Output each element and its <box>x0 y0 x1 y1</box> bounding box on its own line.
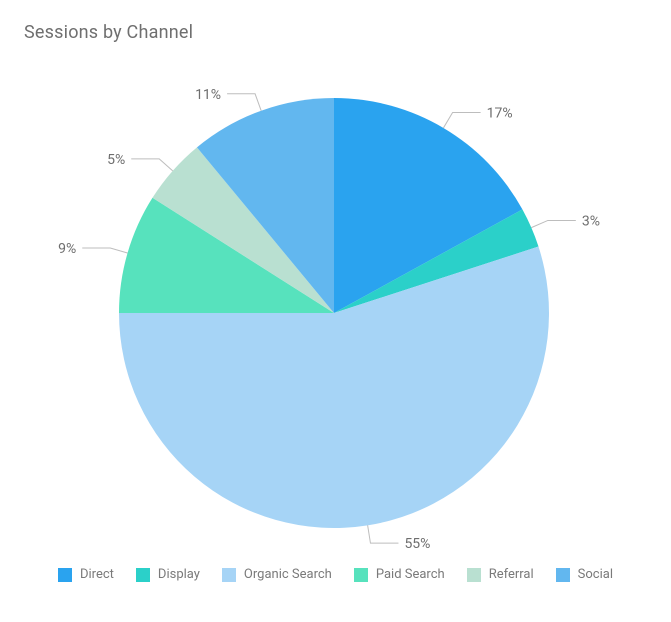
legend-swatch <box>58 568 72 582</box>
slice-label-display: 3% <box>582 213 600 229</box>
legend-label: Display <box>158 567 200 582</box>
leader-line <box>368 525 399 543</box>
legend-item-organic-search: Organic Search <box>222 567 332 582</box>
slice-label-paid-search: 9% <box>58 241 76 257</box>
legend-swatch <box>354 568 368 582</box>
slice-label-social: 11% <box>195 87 221 103</box>
legend-label: Social <box>578 567 613 582</box>
legend-label: Organic Search <box>244 567 332 582</box>
legend-item-paid-search: Paid Search <box>354 567 445 582</box>
legend-swatch <box>222 568 236 582</box>
legend-item-referral: Referral <box>467 567 534 582</box>
leader-line <box>531 220 576 227</box>
card-title: Sessions by Channel <box>24 22 647 43</box>
pie-svg: 17% 3% 55% 9% 5% 11% <box>24 43 647 563</box>
slice-label-organic-search: 55% <box>404 536 430 552</box>
leader-line <box>443 112 480 127</box>
slice-label-referral: 5% <box>107 152 125 168</box>
legend-swatch <box>467 568 481 582</box>
leader-line <box>131 159 173 171</box>
legend-item-social: Social <box>556 567 613 582</box>
legend-swatch <box>556 568 570 582</box>
pie-chart: 17% 3% 55% 9% 5% 11% <box>24 43 647 563</box>
leader-line <box>82 248 127 253</box>
legend-item-display: Display <box>136 567 200 582</box>
legend: Direct Display Organic Search Paid Search Re… <box>24 567 647 582</box>
legend-swatch <box>136 568 150 582</box>
legend-label: Direct <box>80 567 114 582</box>
sessions-by-channel-card: Sessions by Channel 17% 3% 55% 9% 5% 11% Dire… <box>0 0 671 622</box>
legend-label: Referral <box>489 567 534 582</box>
legend-item-direct: Direct <box>58 567 114 582</box>
slice-label-direct: 17% <box>487 105 513 121</box>
legend-label: Paid Search <box>376 567 445 582</box>
leader-line <box>227 94 261 111</box>
